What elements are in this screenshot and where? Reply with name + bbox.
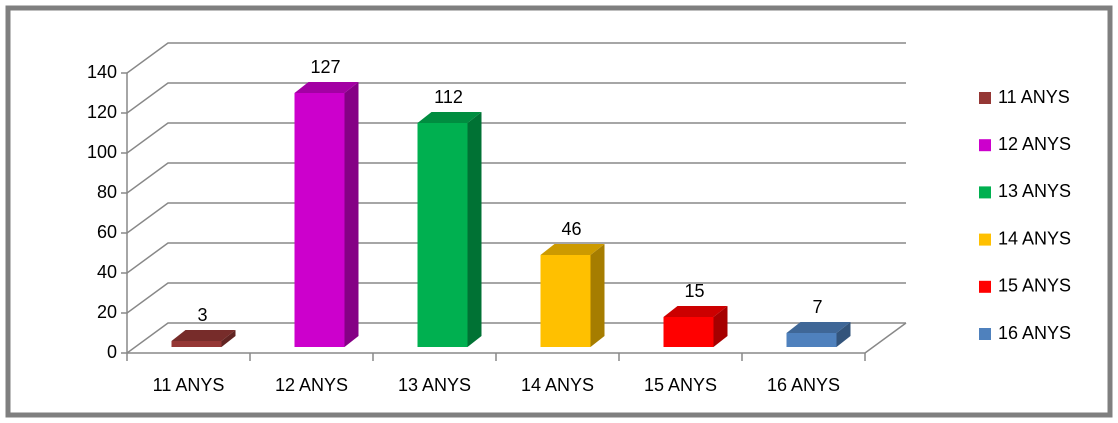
grid-line	[126, 122, 906, 154]
bar	[540, 255, 591, 347]
bar-side	[590, 244, 605, 347]
bar-side	[713, 306, 728, 347]
grid-line	[126, 322, 906, 354]
y-tick-label: 40	[97, 262, 117, 282]
bar-side	[344, 82, 359, 347]
legend-label: 16 ANYS	[998, 323, 1071, 343]
x-tick-label: 14 ANYS	[521, 375, 594, 395]
legend-swatch	[979, 139, 991, 152]
legend-label: 13 ANYS	[998, 181, 1071, 201]
legend-label: 15 ANYS	[998, 276, 1071, 296]
data-label: 127	[310, 57, 340, 77]
bar-side	[221, 330, 236, 347]
data-label: 7	[812, 297, 822, 317]
bar	[663, 317, 714, 347]
y-tick-label: 100	[87, 142, 117, 162]
y-tick-label: 80	[97, 182, 117, 202]
y-tick-label: 120	[87, 102, 117, 122]
legend-swatch	[979, 233, 991, 246]
x-tick-label: 16 ANYS	[767, 375, 840, 395]
bar	[171, 341, 222, 347]
data-label: 3	[197, 305, 207, 325]
y-tick-label: 140	[87, 62, 117, 82]
x-tick-label: 12 ANYS	[275, 375, 348, 395]
data-label: 112	[434, 87, 463, 107]
bar	[786, 333, 837, 347]
x-tick-label: 11 ANYS	[153, 375, 225, 395]
grid-line	[126, 42, 906, 74]
bar-side	[467, 112, 482, 347]
grid-line	[126, 202, 906, 234]
bar	[294, 93, 345, 347]
grid-line	[126, 82, 906, 114]
legend-swatch	[979, 328, 991, 340]
x-tick-label: 13 ANYS	[398, 375, 471, 395]
legend-label: 12 ANYS	[998, 134, 1071, 154]
bar-top	[294, 82, 359, 93]
grid-line	[126, 282, 906, 314]
bar-top	[663, 306, 728, 317]
y-tick-label: 20	[97, 302, 117, 322]
bar-side	[836, 322, 851, 347]
bar-top	[786, 322, 851, 333]
data-label: 15	[684, 281, 704, 301]
legend-label: 14 ANYS	[998, 228, 1071, 248]
bar-top	[171, 330, 236, 341]
grid-line	[126, 162, 906, 194]
y-tick-label: 0	[107, 342, 117, 362]
grid-line	[126, 242, 906, 274]
chart-border	[5, 5, 1113, 418]
bar-top	[417, 112, 482, 123]
legend-label: 11 ANYS	[998, 87, 1070, 107]
legend-swatch	[979, 280, 991, 293]
x-tick-label: 15 ANYS	[644, 375, 717, 395]
data-label: 46	[561, 219, 581, 239]
legend-swatch	[979, 186, 991, 199]
bar-top	[540, 244, 605, 255]
y-tick-label: 60	[97, 222, 117, 242]
legend-swatch	[979, 92, 991, 104]
bar	[417, 123, 468, 347]
